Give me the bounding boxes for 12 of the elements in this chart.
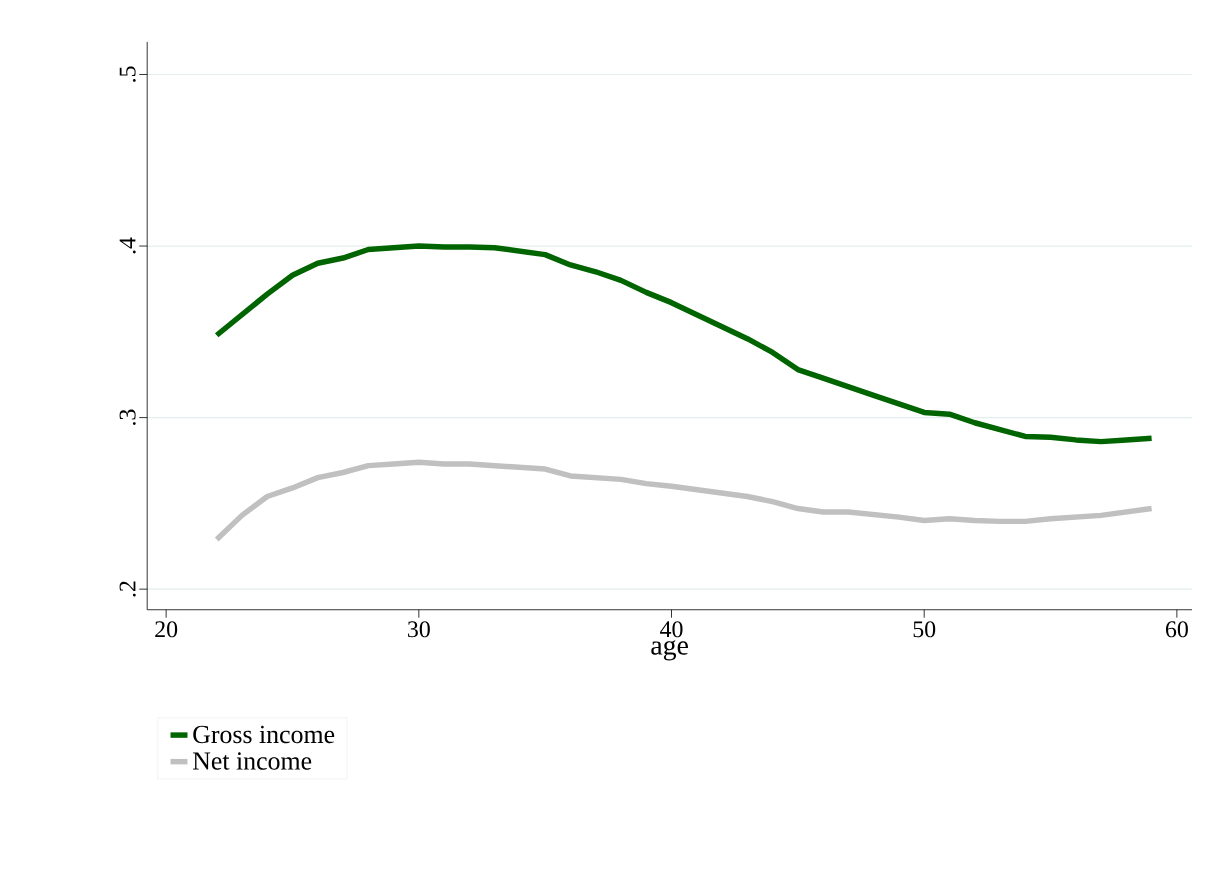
x-tick-label: 50 <box>913 621 936 638</box>
y-tick-label: .3 <box>119 409 136 425</box>
y-tick-label: .4 <box>119 237 136 254</box>
x-tick-label: 40 <box>660 621 683 638</box>
x-axis-title: age <box>651 640 688 661</box>
legend-label: Gross income <box>193 725 335 744</box>
x-tick-label: 60 <box>1165 621 1188 638</box>
x-tick-label: 20 <box>155 621 178 638</box>
x-tick-label: 30 <box>408 621 430 638</box>
legend-label: Net income <box>192 752 312 770</box>
y-tick-label: .5 <box>119 66 136 82</box>
y-tick-label: .2 <box>119 581 136 597</box>
